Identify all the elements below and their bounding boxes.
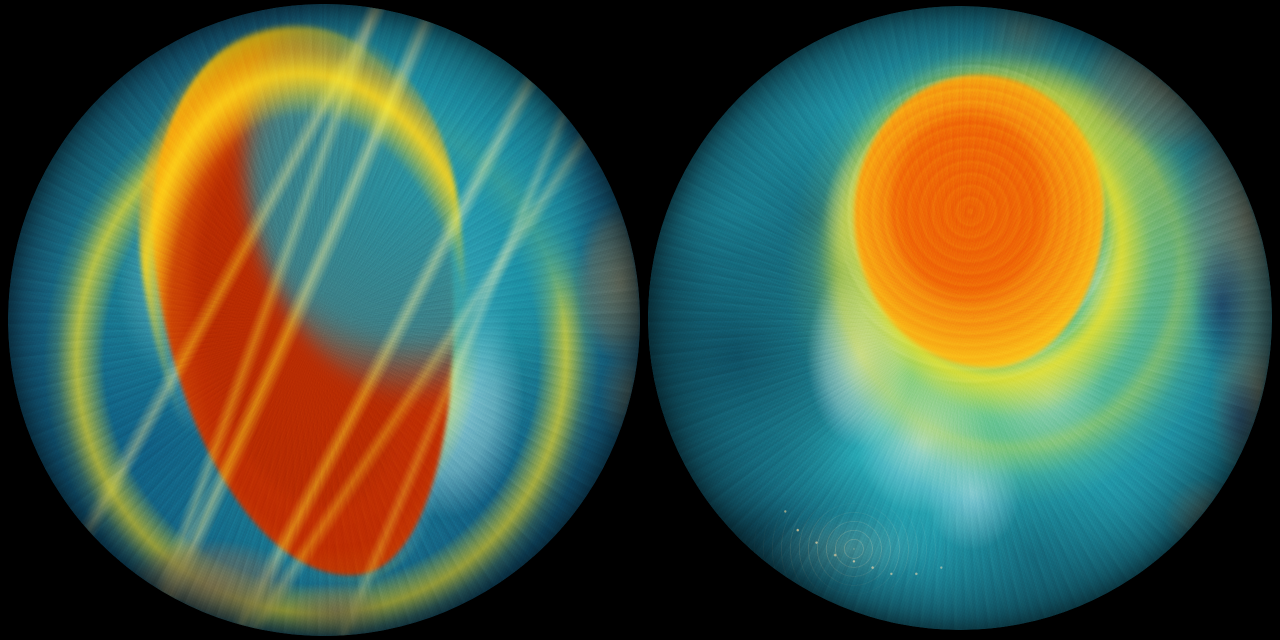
left-globe-landmass bbox=[8, 4, 640, 636]
globe-left[interactable] bbox=[8, 4, 640, 636]
globe-right[interactable] bbox=[648, 6, 1272, 630]
right-globe-city-lights-fine bbox=[648, 6, 1272, 630]
